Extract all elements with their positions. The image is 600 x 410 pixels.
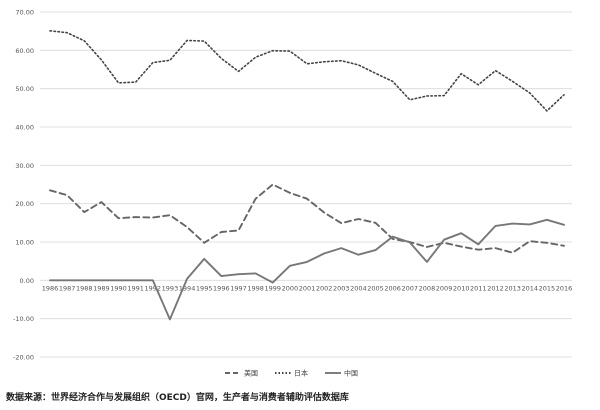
x-tick-label: 2016 (556, 284, 573, 292)
legend-label-0: 美国 (244, 369, 258, 378)
x-tick-label: 1994 (179, 284, 196, 292)
x-tick-label: 1999 (264, 284, 281, 292)
x-tick-label: 2003 (333, 284, 350, 292)
x-tick-label: 1990 (110, 284, 127, 292)
x-tick-label: 2012 (487, 284, 504, 292)
y-tick-label: 40.00 (15, 124, 34, 132)
x-tick-label: 2008 (419, 284, 436, 292)
y-tick-label: -10.00 (13, 315, 34, 323)
x-tick-label: 2013 (504, 284, 521, 292)
x-tick-label: 1998 (247, 284, 264, 292)
x-tick-label: 1989 (93, 284, 110, 292)
grid-lines (40, 11, 572, 358)
y-axis: -20.00 -10.00 0.00 10.00 20.00 30.00 40.00 50.0… (13, 9, 34, 362)
x-tick-label: 1986 (42, 284, 59, 292)
x-tick-label: 2011 (470, 284, 487, 292)
series-lines (49, 29, 565, 321)
legend-label-2: 中国 (344, 369, 358, 378)
x-tick-label: 2014 (521, 284, 538, 292)
x-tick-label: 2001 (299, 284, 316, 292)
x-tick-label: 1993 (162, 284, 179, 292)
x-tick-label: 2002 (316, 284, 333, 292)
x-tick-label: 2010 (453, 284, 470, 292)
x-tick-label: 2004 (350, 284, 367, 292)
y-tick-label: 60.00 (15, 47, 34, 55)
x-tick-label: 2000 (282, 284, 299, 292)
source-note: 数据来源：世界经济合作与发展组织（OECD）官网，生产者与消费者辅助评估数据库 (6, 393, 349, 403)
legend: 美国 日本 中国 (225, 369, 358, 378)
y-tick-label: 50.00 (15, 85, 34, 93)
x-tick-label: 2015 (539, 284, 556, 292)
x-axis: 1986 1987 1988 1989 1990 1991 1992 1993 1994 1995… (42, 284, 573, 292)
x-tick-label: 2007 (402, 284, 419, 292)
x-tick-label: 1991 (127, 284, 144, 292)
series-line-0 (49, 183, 565, 254)
x-tick-label: 1992 (145, 284, 162, 292)
x-tick-label: 1997 (230, 284, 247, 292)
y-tick-label: 20.00 (15, 200, 34, 208)
y-tick-label: 10.00 (15, 239, 34, 247)
legend-label-1: 日本 (294, 369, 308, 378)
y-tick-label: 70.00 (15, 9, 34, 17)
y-tick-label: 30.00 (15, 162, 34, 170)
x-tick-label: 2005 (367, 284, 384, 292)
x-tick-label: 2006 (384, 284, 401, 292)
series-line-2 (49, 218, 565, 321)
y-tick-label: -20.00 (13, 354, 34, 362)
x-tick-label: 1987 (59, 284, 76, 292)
series-line-1 (49, 29, 565, 112)
x-tick-label: 1988 (76, 284, 93, 292)
y-tick-label: 0.00 (20, 277, 34, 285)
x-tick-label: 1996 (213, 284, 230, 292)
line-chart: -20.00 -10.00 0.00 10.00 20.00 30.00 40.00 50.0… (13, 9, 573, 378)
x-tick-label: 1995 (196, 284, 213, 292)
x-tick-label: 2009 (436, 284, 453, 292)
